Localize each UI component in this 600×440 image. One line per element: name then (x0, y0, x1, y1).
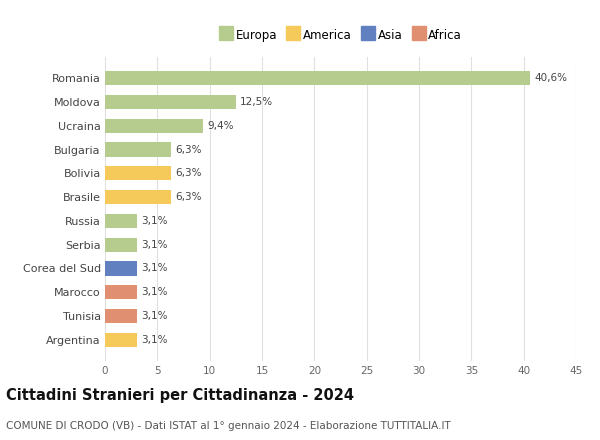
Text: 40,6%: 40,6% (534, 73, 567, 83)
Text: 12,5%: 12,5% (240, 97, 273, 107)
Text: 3,1%: 3,1% (142, 216, 168, 226)
Bar (105, 119, 203, 133)
Bar (105, 261, 137, 275)
Text: 3,1%: 3,1% (142, 335, 168, 345)
Bar (105, 309, 137, 323)
Text: 3,1%: 3,1% (142, 264, 168, 274)
Text: 3,1%: 3,1% (142, 311, 168, 321)
Bar (105, 285, 137, 299)
Bar (105, 95, 236, 109)
Text: 3,1%: 3,1% (142, 287, 168, 297)
Legend: Europa, America, Asia, Africa: Europa, America, Asia, Africa (217, 27, 464, 44)
Bar (105, 143, 171, 157)
Text: Cittadini Stranieri per Cittadinanza - 2024: Cittadini Stranieri per Cittadinanza - 2… (6, 389, 354, 403)
Text: 6,3%: 6,3% (175, 169, 202, 178)
Bar (105, 214, 137, 228)
Bar (105, 166, 171, 180)
Bar (105, 333, 137, 347)
Text: 6,3%: 6,3% (175, 144, 202, 154)
Text: 6,3%: 6,3% (175, 192, 202, 202)
Bar (105, 71, 530, 85)
Bar (105, 190, 171, 204)
Text: 3,1%: 3,1% (142, 240, 168, 249)
Bar (105, 238, 137, 252)
Text: 9,4%: 9,4% (208, 121, 234, 131)
Text: COMUNE DI CRODO (VB) - Dati ISTAT al 1° gennaio 2024 - Elaborazione TUTTITALIA.I: COMUNE DI CRODO (VB) - Dati ISTAT al 1° … (6, 421, 451, 431)
